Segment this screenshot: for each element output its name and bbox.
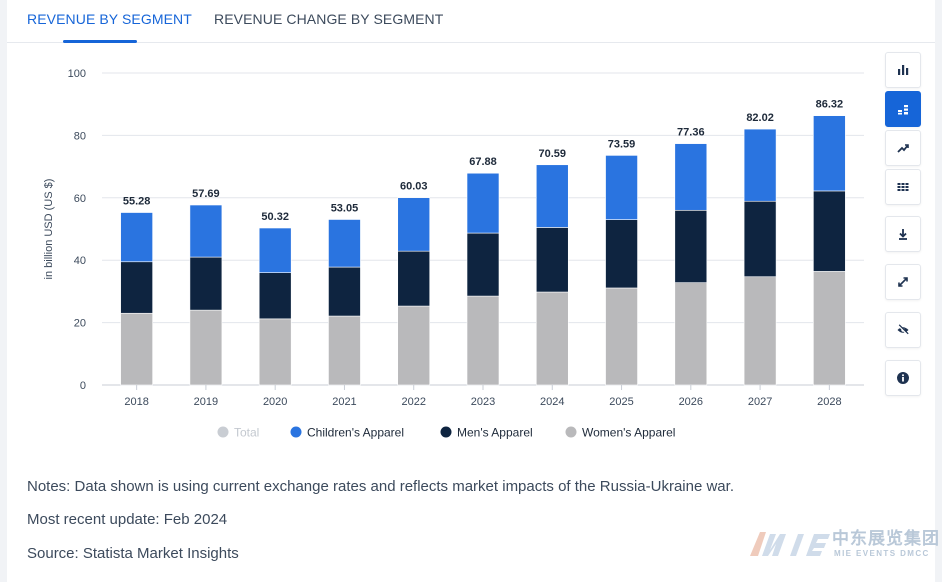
- trend-line-icon: [897, 144, 909, 153]
- table-view-button[interactable]: [885, 169, 921, 205]
- legend-marker: [217, 426, 229, 438]
- x-tick-label: 2018: [124, 396, 148, 408]
- tab-revenue-change-by-segment[interactable]: REVENUE CHANGE BY SEGMENT: [214, 11, 444, 27]
- fullscreen-icon: [898, 277, 908, 287]
- stacked-bar-button[interactable]: [885, 91, 921, 127]
- x-tick-label: 2025: [609, 396, 633, 408]
- y-tick-label: 40: [74, 255, 86, 267]
- bar-segment: [189, 256, 223, 311]
- notes-text: Notes: Data shown is using current excha…: [27, 478, 734, 495]
- total-data-label: 57.69: [192, 188, 220, 200]
- bar-segment: [120, 261, 153, 314]
- info-button[interactable]: [885, 360, 921, 396]
- total-data-label: 77.36: [677, 127, 705, 139]
- legend-marker: [565, 426, 577, 438]
- stacked-bar-icon: [898, 105, 908, 115]
- bar-segment: [328, 315, 361, 386]
- watermark-chinese: 中东展览集团: [832, 529, 940, 549]
- watermark-english: MIE EVENTS DMCC: [834, 549, 930, 558]
- stacked-bar-chart: 0 20 40 60 80 100 in billion USD (US $) 55.28 20…: [43, 68, 864, 440]
- total-data-label: 82.02: [746, 112, 774, 124]
- active-tab-indicator: [63, 40, 137, 43]
- y-tick-label: 20: [74, 318, 86, 330]
- bar-segment: [189, 309, 223, 386]
- bar-segment: [466, 295, 500, 386]
- legend-label: Women's Apparel: [582, 426, 675, 440]
- table-grid-icon: [897, 183, 909, 191]
- total-data-label: 50.32: [261, 211, 289, 223]
- download-icon: [899, 229, 907, 240]
- y-axis-label: in billion USD (US $): [43, 179, 55, 280]
- bar-segment: [258, 227, 292, 273]
- x-tick-label: 2028: [817, 396, 841, 408]
- fullscreen-button[interactable]: [885, 264, 921, 300]
- x-tick-label: 2021: [332, 396, 356, 408]
- bar-segment: [397, 305, 431, 386]
- chart-card: REVENUE BY SEGMENT REVENUE CHANGE BY SEG…: [7, 0, 935, 582]
- bar-segment: [674, 209, 708, 283]
- bar-segment: [328, 219, 361, 268]
- bar-segment: [743, 128, 777, 202]
- bar-segment: [466, 172, 500, 234]
- bar-segment: [813, 115, 846, 192]
- bar-segment: [674, 282, 708, 386]
- bar-chart-button[interactable]: [885, 52, 921, 88]
- tab-revenue-by-segment[interactable]: REVENUE BY SEGMENT: [27, 11, 192, 27]
- x-tick-label: 2024: [540, 396, 564, 408]
- source-text[interactable]: Source: Statista Market Insights: [27, 545, 239, 562]
- x-tick-label: 2019: [194, 396, 218, 408]
- watermark-logo: 中东展览集团 MIE EVENTS DMCC: [742, 522, 942, 562]
- bar-segment: [813, 271, 846, 386]
- trend-line-button[interactable]: [885, 130, 921, 166]
- bar-segment: [466, 232, 500, 297]
- bar-segment: [535, 291, 569, 386]
- bar-segment: [605, 219, 638, 289]
- bar-segment: [120, 312, 153, 386]
- legend-label: Men's Apparel: [457, 426, 533, 440]
- bar-chart-icon: [898, 65, 909, 75]
- total-data-label: 67.88: [469, 156, 497, 168]
- tab-bar: REVENUE BY SEGMENT REVENUE CHANGE BY SEG…: [7, 0, 935, 43]
- total-data-label: 70.59: [539, 148, 567, 160]
- bar-segment: [397, 197, 431, 252]
- mie-logo-mark: [750, 532, 830, 556]
- y-tick-label: 100: [68, 68, 86, 80]
- bar-segment: [535, 164, 569, 228]
- x-tick-label: 2022: [401, 396, 425, 408]
- x-tick-label: 2020: [263, 396, 287, 408]
- legend-label: Children's Apparel: [307, 426, 404, 440]
- update-date-text: Most recent update: Feb 2024: [27, 511, 228, 528]
- total-data-label: 60.03: [400, 181, 428, 193]
- total-data-label: 55.28: [123, 196, 151, 208]
- bar-segment: [397, 250, 431, 307]
- bar-segment: [189, 204, 223, 258]
- download-button[interactable]: [885, 216, 921, 252]
- bar-segment: [258, 272, 292, 320]
- legend-marker: [440, 426, 452, 438]
- hide-button[interactable]: [885, 312, 921, 348]
- bar-segment: [743, 200, 777, 278]
- total-data-label: 73.59: [608, 138, 636, 150]
- legend-marker: [290, 426, 302, 438]
- x-tick-label: 2023: [471, 396, 495, 408]
- bar-segment: [674, 143, 708, 211]
- y-tick-label: 60: [74, 193, 86, 205]
- bar-segment: [120, 212, 153, 263]
- bar-segment: [258, 318, 292, 386]
- x-tick-label: 2026: [679, 396, 703, 408]
- bar-segment: [743, 276, 777, 386]
- bar-segment: [328, 266, 361, 317]
- total-data-label: 53.05: [331, 202, 359, 214]
- legend-label: Total: [234, 426, 259, 440]
- x-tick-label: 2027: [748, 396, 772, 408]
- y-tick-label: 80: [74, 130, 86, 142]
- bar-segment: [535, 227, 569, 293]
- total-data-label: 86.32: [816, 99, 844, 111]
- y-tick-label: 0: [80, 380, 86, 392]
- info-icon: [897, 372, 909, 384]
- bar-segment: [605, 155, 638, 220]
- bar-segment: [813, 190, 846, 272]
- bar-segment: [605, 287, 638, 386]
- hide-icon: [897, 324, 909, 336]
